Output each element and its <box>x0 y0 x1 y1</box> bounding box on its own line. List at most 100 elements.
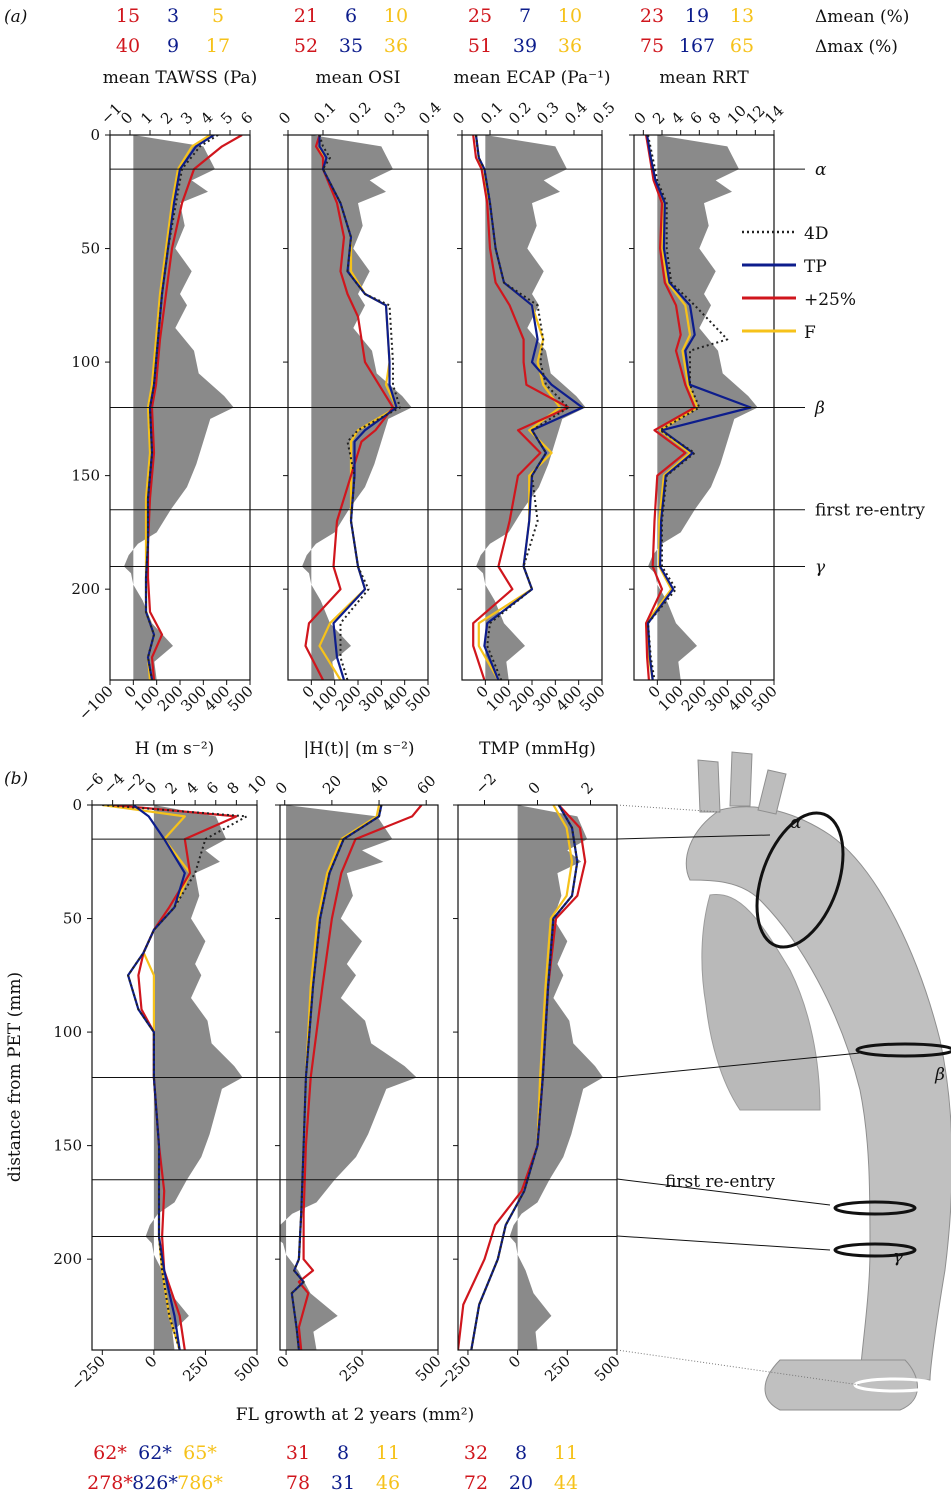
descending-aorta <box>685 806 951 1381</box>
delta-max-value: 17 <box>206 35 230 57</box>
subplot-7: −2 0 2 −250 0 250 500 TMP (mmHg) 32 8 11 72 20 44 <box>433 739 624 1494</box>
bottom-tick-label: 500 <box>591 1352 624 1385</box>
top-tick-label: 8 <box>223 778 242 797</box>
bottom-tick-label: 250 <box>336 1352 369 1385</box>
delta-max-label: Δmax (%) <box>815 37 898 57</box>
delta-mean-value: 5 <box>212 5 224 27</box>
delta-max-value: 44 <box>554 1472 578 1494</box>
bottom-tick-label: 250 <box>541 1352 574 1385</box>
delta-mean-value: 13 <box>730 5 754 27</box>
landmark-label: β <box>814 399 825 419</box>
delta-mean-value: 25 <box>468 5 492 27</box>
aorta-label-alpha: α <box>790 813 802 833</box>
top-tick-label: 0 <box>275 108 294 127</box>
top-tick-label: 0 <box>141 778 160 797</box>
top-tick-label: 0 <box>449 108 468 127</box>
delta-mean-value: 10 <box>384 5 408 27</box>
left-tick-label: 200 <box>71 580 100 598</box>
top-tick-label: 0.4 <box>415 98 445 128</box>
delta-max-value: 40 <box>116 35 140 57</box>
bottom-tick-label: 500 <box>748 682 781 715</box>
left-tick-label: 100 <box>53 1023 82 1041</box>
ring-bottom <box>853 1377 937 1393</box>
delta-mean-value: 65* <box>183 1442 217 1464</box>
top-tick-label: 4 <box>668 108 687 127</box>
delta-mean-value: 15 <box>116 5 140 27</box>
delta-max-value: 35 <box>339 35 363 57</box>
left-tick-label: 150 <box>71 467 100 485</box>
delta-mean-value: 10 <box>558 5 582 27</box>
bottom-tick-label: 500 <box>231 1352 264 1385</box>
top-tick-label: 1 <box>137 108 156 127</box>
left-tick-label: 0 <box>90 126 100 144</box>
delta-mean-value: 8 <box>515 1442 527 1464</box>
connector-alpha <box>616 834 771 840</box>
left-tick-label: 150 <box>53 1137 82 1155</box>
delta-max-value: 278* <box>87 1472 133 1494</box>
series-TP-line <box>646 135 752 680</box>
left-tick-label: 50 <box>81 240 100 258</box>
top-tick-label: 0.2 <box>505 98 535 128</box>
subplot-title: TMP (mmHg) <box>479 739 596 759</box>
landmark-label: γ <box>815 557 826 577</box>
top-tick-label: 6 <box>686 108 705 127</box>
bottom-tick-label: −100 <box>75 682 117 724</box>
top-tick-label: 6 <box>203 778 222 797</box>
delta-max-value: 65 <box>730 35 754 57</box>
delta-mean-value: 62* <box>93 1442 127 1464</box>
iliac-branches <box>764 1359 918 1411</box>
top-tick-label: 0 <box>525 778 544 797</box>
top-tick-label: 0.1 <box>477 98 507 128</box>
delta-mean-value: 11 <box>554 1442 578 1464</box>
delta-max-value: 75 <box>640 35 664 57</box>
top-tick-label: 20 <box>319 772 345 798</box>
series-4D-line <box>647 135 729 680</box>
subplot-title: H (m s⁻²) <box>135 739 215 759</box>
delta-max-value: 786* <box>177 1472 223 1494</box>
connector-reentry <box>616 1178 831 1206</box>
delta-max-value: 826* <box>132 1472 178 1494</box>
top-tick-label: 14 <box>761 102 787 128</box>
top-tick-label: 6 <box>237 108 256 127</box>
top-tick-label: 2 <box>162 778 181 797</box>
left-tick-label: 0 <box>72 796 82 814</box>
series-4D-line <box>318 135 401 680</box>
delta-max-value: 78 <box>286 1472 310 1494</box>
connector-top <box>616 804 721 813</box>
left-tick-label: 50 <box>63 910 82 928</box>
delta-mean-value: 62* <box>138 1442 172 1464</box>
connector-gamma <box>616 1235 831 1251</box>
ring-reentry <box>833 1200 917 1216</box>
delta-max-value: 31 <box>331 1472 355 1494</box>
left-tick-label: 200 <box>53 1250 82 1268</box>
top-tick-label: 0 <box>630 108 649 127</box>
top-tick-label: 40 <box>366 772 392 798</box>
branch-vessel-1 <box>697 759 721 813</box>
top-tick-label: 10 <box>244 772 270 798</box>
subplot-1: −10 1 2 3 4 5 6−100 010020030040050005010015020… <box>71 5 257 724</box>
delta-mean-label: Δmean (%) <box>815 7 909 27</box>
connector-beta <box>616 1052 861 1078</box>
panel-label-a: (a) <box>4 7 27 27</box>
delta-max-value: 46 <box>376 1472 400 1494</box>
delta-mean-value: 7 <box>519 5 531 27</box>
delta-max-value: 52 <box>294 35 318 57</box>
top-tick-label: 8 <box>705 108 724 127</box>
series-4D-line <box>102 805 248 1350</box>
delta-mean-value: 32 <box>464 1442 488 1464</box>
connector-bottom <box>616 1349 861 1386</box>
delta-mean-value: 6 <box>345 5 357 27</box>
bottom-tick-label: 0 <box>273 1352 292 1371</box>
legend-label-0: 4D <box>804 224 828 244</box>
delta-max-value: 36 <box>558 35 582 57</box>
aorta-label-gamma: γ <box>893 1247 904 1267</box>
ring-alpha <box>755 811 845 949</box>
bottom-tick-label: 500 <box>224 682 257 715</box>
top-tick-label: 0 <box>272 778 291 797</box>
legend-label-3: F <box>804 323 816 343</box>
delta-mean-value: 11 <box>376 1442 400 1464</box>
landmark-label: α <box>815 160 827 180</box>
